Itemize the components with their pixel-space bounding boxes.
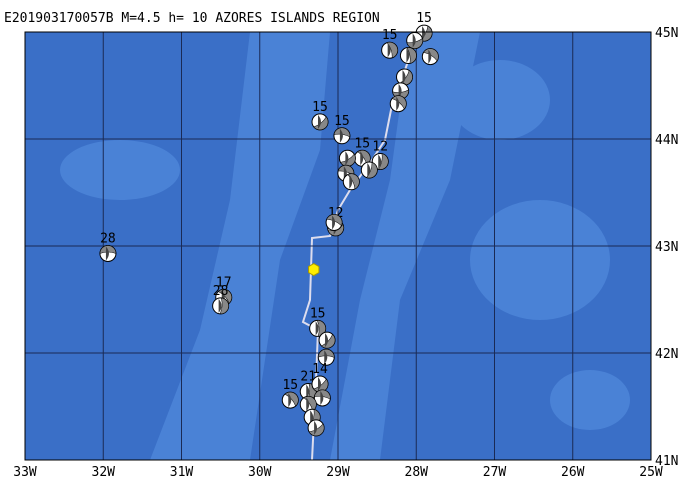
depth-label: 28 (100, 231, 116, 246)
beachball-quadrant (313, 116, 329, 131)
depth-label: 17 (216, 275, 232, 290)
depth-label: 28 (213, 284, 229, 299)
depth-label: 15 (312, 100, 328, 115)
focal-mechanism (392, 82, 410, 100)
focal-mechanism (318, 331, 336, 349)
depth-label: 15 (416, 11, 432, 26)
focal-mechanism (399, 47, 417, 65)
beachball-quadrant (318, 377, 322, 392)
beachball-quadrant (428, 49, 432, 64)
x-tick-label: 28W (405, 465, 429, 480)
focal-mechanism (406, 32, 424, 50)
y-tick-label: 45N (655, 26, 678, 41)
focal-mechanism (342, 173, 360, 191)
beachball-quadrant (318, 114, 322, 129)
x-tick-label: 27W (483, 465, 507, 480)
x-tick-label: 32W (92, 465, 116, 480)
beachball-quadrant (325, 333, 329, 348)
beachball-quadrant (398, 83, 402, 98)
beachball-quadrant (349, 174, 353, 189)
focal-mechanism (421, 48, 439, 66)
beachball-quadrant (406, 47, 417, 64)
focal-mechanism (360, 161, 378, 179)
beachball-quadrant (320, 390, 324, 405)
depth-label: 14 (312, 362, 328, 377)
beachball-quadrant (324, 350, 328, 365)
epicenter (308, 262, 320, 277)
y-tick-label: 43N (655, 240, 678, 255)
focal-mechanism (212, 297, 230, 315)
beachball-quadrant (412, 33, 416, 48)
x-tick-label: 29W (326, 465, 350, 480)
depth-label: 12 (372, 139, 388, 154)
beachball-quadrant (396, 96, 400, 111)
focal-mechanism (381, 41, 399, 59)
map-title: E201903170057B M=4.5 h= 10 AZORES ISLAND… (4, 11, 380, 26)
beachball-quadrant (345, 151, 349, 166)
focal-mechanism (338, 149, 356, 167)
beachball-quadrant (219, 297, 229, 315)
beachball-quadrant (422, 26, 426, 41)
beachball-quadrant (314, 420, 318, 435)
focal-mechanism (389, 95, 407, 113)
beachball-quadrant (387, 43, 391, 58)
focal-mechanism (333, 127, 351, 145)
beachball-quadrant (406, 48, 410, 63)
beachball-quadrant (306, 384, 310, 399)
focal-mechanism (307, 419, 325, 437)
beachball-quadrant (105, 246, 109, 261)
x-tick-label: 31W (170, 465, 194, 480)
x-tick-label: 26W (561, 465, 585, 480)
beachball-quadrant (288, 393, 292, 408)
x-tick-label: 33W (13, 465, 37, 480)
focal-mechanism (313, 389, 331, 407)
depth-label: 15 (282, 378, 298, 393)
beachball-quadrant (321, 333, 336, 349)
beachball-quadrant (402, 69, 406, 84)
x-tick-label: 25W (639, 465, 663, 480)
depth-label: 15 (382, 28, 398, 43)
depth-label: 15 (334, 114, 350, 129)
focal-mechanism (281, 391, 299, 409)
map-frame (24, 31, 652, 461)
beachball-quadrant (316, 320, 326, 337)
focal-mechanism (317, 348, 335, 366)
beachball-quadrant (378, 153, 389, 170)
beachball-quadrant (332, 215, 336, 230)
beachball-quadrant (218, 298, 222, 313)
focal-mechanism (325, 213, 343, 231)
focal-mechanism (99, 244, 117, 262)
y-tick-label: 44N (655, 133, 678, 148)
depth-label: 15 (354, 136, 370, 151)
beachball-quadrant (367, 163, 371, 178)
beachball-quadrant (378, 154, 382, 169)
beachball-quadrant (360, 151, 364, 166)
depth-label: 15 (310, 306, 326, 321)
y-tick-label: 41N (655, 454, 678, 469)
focal-mechanism (309, 319, 327, 337)
focal-mechanism (311, 375, 329, 393)
y-tick-label: 42N (655, 347, 678, 362)
focal-mechanism (311, 113, 329, 131)
x-tick-label: 30W (248, 465, 272, 480)
beachball-quadrant (306, 397, 310, 412)
beachball-quadrant (339, 128, 343, 143)
beachball-quadrant (315, 321, 319, 336)
